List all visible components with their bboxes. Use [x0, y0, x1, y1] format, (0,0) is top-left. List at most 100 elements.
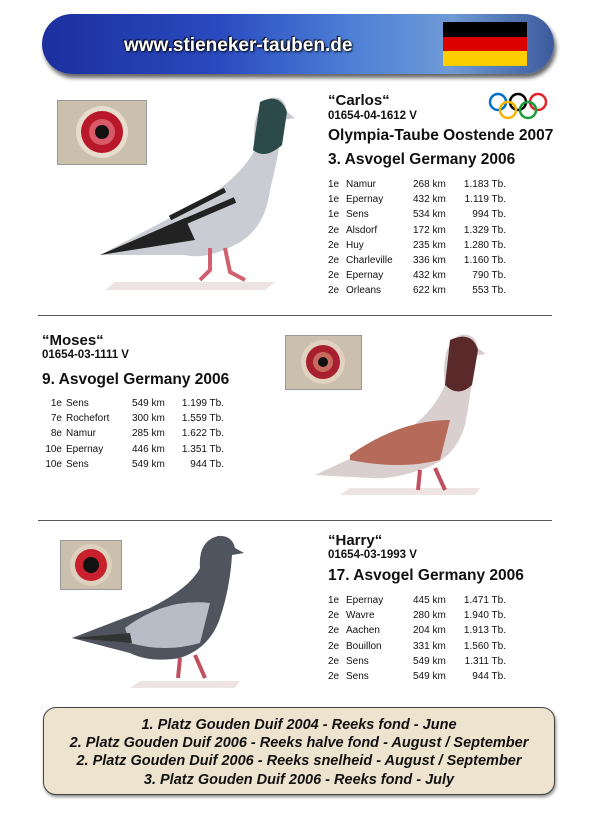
ring-number: 01654-03-1111 V: [42, 349, 129, 361]
result-location: Namur: [346, 179, 377, 190]
website-url: www.stieneker-tauben.de: [124, 35, 353, 56]
eye-photo-moses: [285, 335, 362, 390]
ring-number: 01654-04-1612 V: [328, 110, 417, 122]
result-place: 2e: [328, 255, 340, 266]
result-location: Epernay: [346, 270, 384, 282]
result-distance: 432 km: [413, 194, 446, 206]
title: 9. Asvogel Germany 2006: [42, 371, 230, 388]
result-points: 1.311 Tb.: [464, 655, 506, 667]
result-place: 2e: [328, 610, 340, 622]
result-place: 1e: [328, 595, 340, 606]
result-place: 10e: [45, 458, 62, 470]
result-points: 1.351 Tb.: [181, 443, 224, 455]
result-points: 1.199 Tb.: [181, 398, 224, 409]
result-place: 2e: [328, 655, 340, 667]
title: 3. Asvogel Germany 2006: [328, 151, 516, 168]
result-points: 1.940 Tb.: [463, 610, 506, 622]
result-location: Epernay: [346, 595, 384, 606]
result-location: Sens: [66, 398, 89, 409]
result-place: 2e: [328, 671, 340, 682]
result-distance: 285 km: [132, 428, 165, 440]
result-distance: 549 km: [413, 655, 446, 667]
award-line: 2. Platz Gouden Duif 2006 - Reeks snelhe…: [76, 753, 522, 770]
result-location: Rochefort: [66, 413, 110, 425]
result-row: 1e Sens 534 km 994 Tb.: [328, 209, 528, 224]
result-points: 944 Tb.: [190, 458, 224, 470]
pigeon-name: “Harry“: [328, 532, 383, 549]
result-location: Sens: [346, 671, 369, 682]
result-location: Wavre: [346, 610, 375, 622]
result-distance: 549 km: [132, 398, 165, 409]
result-location: Epernay: [66, 443, 104, 455]
result-location: Huy: [346, 239, 364, 251]
result-place: 2e: [328, 270, 340, 282]
result-row: 2e Sens 549 km 1.311 Tb.: [328, 656, 528, 671]
result-place: 2e: [328, 239, 340, 251]
result-place: 8e: [50, 428, 62, 440]
result-location: Namur: [66, 428, 97, 440]
pigeon-name: “Moses“: [42, 332, 104, 349]
result-points: 790 Tb.: [472, 270, 506, 282]
result-distance: 549 km: [413, 671, 446, 682]
result-place: 1e: [328, 179, 340, 190]
result-points: 1.160 Tb.: [463, 255, 506, 266]
eye-photo-carlos: [57, 100, 147, 165]
result-row: 8e Namur 285 km 1.622 Tb.: [42, 428, 242, 443]
result-row: 1e Epernay 445 km 1.471 Tb.: [328, 595, 528, 610]
result-place: 2e: [328, 640, 340, 652]
result-place: 2e: [328, 224, 340, 236]
divider: [38, 520, 552, 521]
result-distance: 446 km: [132, 443, 165, 455]
awards-box: 1. Platz Gouden Duif 2004 - Reeks fond -…: [43, 707, 555, 795]
result-row: 1e Sens 549 km 1.199 Tb.: [42, 398, 242, 413]
result-row: 2e Bouillon 331 km 1.560 Tb.: [328, 641, 528, 656]
result-row: 1e Epernay 432 km 1.119 Tb.: [328, 194, 528, 209]
result-place: 7e: [50, 413, 62, 425]
result-row: 10e Epernay 446 km 1.351 Tb.: [42, 444, 242, 459]
result-distance: 432 km: [413, 270, 446, 282]
result-row: 2e Wavre 280 km 1.940 Tb.: [328, 610, 528, 625]
result-distance: 300 km: [132, 413, 165, 425]
result-distance: 622 km: [413, 285, 446, 297]
website-banner: www.stieneker-tauben.de: [42, 14, 554, 74]
german-flag-icon: [443, 22, 527, 67]
result-distance: 534 km: [413, 209, 446, 221]
pigeon-photo-harry: [72, 535, 244, 688]
result-location: Alsdorf: [346, 224, 378, 236]
result-points: 1.183 Tb.: [463, 179, 506, 190]
result-location: Aachen: [346, 625, 380, 637]
pigeon-photo-moses: [315, 334, 486, 495]
result-points: 1.280 Tb.: [463, 239, 506, 251]
result-distance: 235 km: [413, 239, 446, 251]
result-distance: 172 km: [413, 224, 446, 236]
title: Olympia-Taube Oostende 2007: [328, 127, 554, 144]
result-row: 1e Namur 268 km 1.183 Tb.: [328, 179, 528, 194]
result-place: 2e: [328, 285, 340, 297]
result-distance: 268 km: [413, 179, 446, 190]
result-row: 10e Sens 549 km 944 Tb.: [42, 459, 242, 474]
eye-photo-harry: [60, 540, 122, 590]
result-place: 1e: [50, 398, 62, 409]
result-points: 1.471 Tb.: [463, 595, 506, 606]
result-distance: 331 km: [413, 640, 446, 652]
result-points: 1.622 Tb.: [181, 428, 224, 440]
result-points: 1.913 Tb.: [463, 625, 506, 637]
result-location: Sens: [346, 209, 369, 221]
result-distance: 336 km: [413, 255, 446, 266]
pigeon-photo-carlos: [100, 97, 295, 290]
olympic-rings-icon: [488, 92, 548, 120]
pigeon-name: “Carlos“: [328, 92, 390, 109]
title: 17. Asvogel Germany 2006: [328, 567, 524, 584]
result-distance: 280 km: [413, 610, 446, 622]
result-place: 2e: [328, 625, 340, 637]
result-row: 2e Aachen 204 km 1.913 Tb.: [328, 625, 528, 640]
result-row: 2e Huy 235 km 1.280 Tb.: [328, 240, 528, 255]
result-place: 10e: [45, 443, 62, 455]
award-line: 3. Platz Gouden Duif 2006 - Reeks fond -…: [143, 771, 455, 788]
result-distance: 549 km: [132, 458, 165, 470]
result-points: 1.560 Tb.: [463, 640, 506, 652]
result-row: 2e Alsdorf 172 km 1.329 Tb.: [328, 225, 528, 240]
result-location: Epernay: [346, 194, 384, 206]
result-points: 553 Tb.: [472, 285, 506, 297]
result-location: Charleville: [346, 255, 393, 266]
